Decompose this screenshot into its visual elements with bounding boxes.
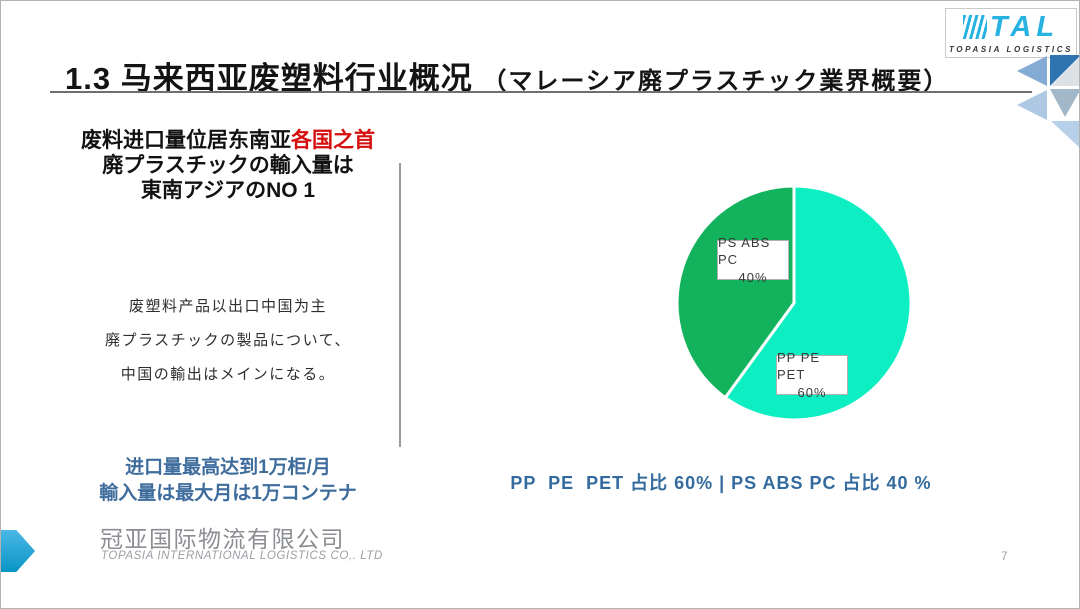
headline-line1: 废料进口量位居东南亚各国之首	[53, 128, 403, 153]
pie-slice-0	[723, 184, 913, 422]
page-title-sub: （マレーシア廃プラスチック業界概要）	[482, 68, 950, 95]
headline-line1-highlight: 各国之首	[291, 129, 375, 152]
logo-stripes-icon	[962, 15, 987, 39]
pie-label-pp-value: 60%	[797, 384, 827, 400]
page-title: 1.3 马来西亚废塑料行业概况 （マレーシア廃プラスチック業界概要）	[65, 53, 949, 98]
pie-slice-1	[675, 184, 796, 400]
footer-company-name-en: TOPASIA INTERNATIONAL LOGISTICS CO,. LTD	[101, 550, 383, 562]
stat-line2: 輸入量は最大月は1万コンテナ	[99, 483, 357, 504]
stat-text-block: 进口量最高达到1万柜/月 輸入量は最大月は1万コンテナ	[53, 455, 403, 507]
pie-chart-svg	[675, 184, 913, 422]
page-number: 7	[1001, 549, 1008, 563]
body-line: 中国の輸出はメインになる。	[120, 366, 336, 383]
logo-text: TAL	[989, 10, 1060, 43]
pie-label-ps-value: 40%	[738, 269, 768, 285]
headline-line3: 東南アジアのNO 1	[140, 179, 316, 202]
footer-company-name: 冠亚国际物流有限公司	[100, 526, 345, 552]
pie-label-pp-text: PP PE PET	[777, 349, 821, 383]
body-text-block: 废塑料产品以出口中国为主 廃プラスチックの製品について、 中国の輸出はメインにな…	[53, 290, 403, 392]
body-line: 废塑料产品以出口中国为主	[128, 298, 327, 315]
headline-line1-prefix: 废料进口量位居东南亚	[81, 129, 291, 152]
pinwheel-decoration-icon	[1017, 55, 1079, 148]
pie-chart: PS ABS PC 40% PP PE PET 60%	[664, 173, 924, 433]
logo-subtitle: TOPASIA LOGISTICS	[948, 45, 1074, 54]
body-line: 廃プラスチックの製品について、	[104, 332, 351, 349]
stat-line1: 进口量最高达到1万柜/月	[125, 457, 331, 478]
title-underline	[50, 91, 1032, 93]
headline-line2: 廃プラスチックの輸入量は	[102, 154, 354, 177]
vertical-divider	[399, 163, 401, 447]
chart-caption: PP PE PET 占比 60% | PS ABS PC 占比 40 %	[510, 473, 932, 493]
headline-block: 废料进口量位居东南亚各国之首 廃プラスチックの輸入量は 東南アジアのNO 1	[53, 128, 403, 203]
footer-chevron-icon	[1, 530, 35, 572]
pie-label-ps-text: PS ABS PC	[718, 234, 771, 268]
pie-label-ps-abs-pc: PS ABS PC 40%	[717, 235, 789, 285]
page-title-main: 1.3 马来西亚废塑料行业概况	[65, 61, 473, 96]
company-logo: TAL TOPASIA LOGISTICS	[945, 8, 1077, 58]
pie-label-pp-pe-pet: PP PE PET 60%	[776, 350, 848, 400]
